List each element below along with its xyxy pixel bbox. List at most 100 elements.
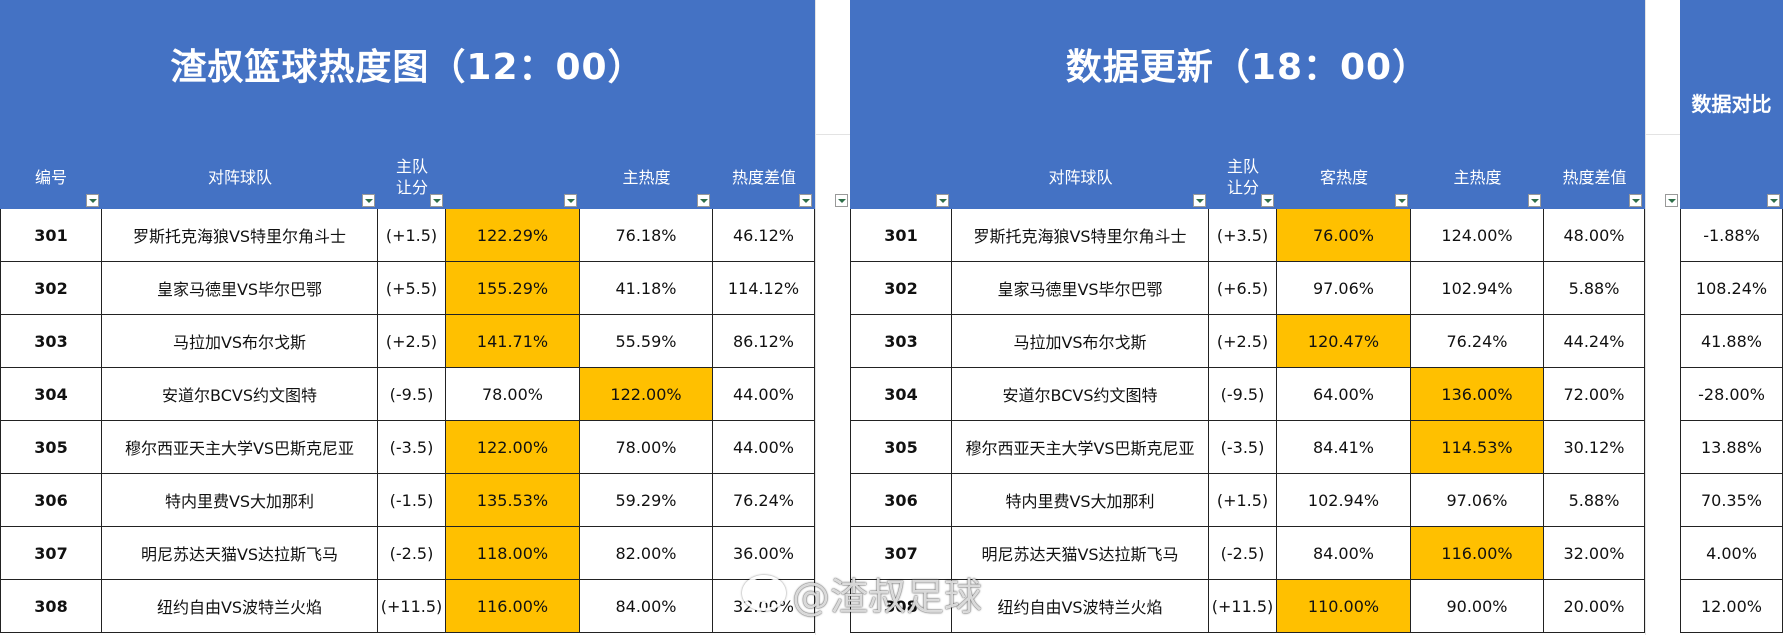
- cell-match[interactable]: 罗斯托克海狼VS特里尔角斗士: [952, 209, 1209, 262]
- header-id[interactable]: [850, 145, 952, 209]
- header-away-heat[interactable]: 客热度: [1277, 145, 1411, 209]
- cell-id[interactable]: 302: [850, 262, 952, 315]
- cell-match[interactable]: 特内里费VS大加那利: [952, 474, 1209, 527]
- cell-match[interactable]: 纽约自由VS波特兰火焰: [952, 580, 1209, 633]
- cell-id[interactable]: 306: [0, 474, 102, 527]
- cell-handicap[interactable]: (+11.5): [378, 580, 446, 633]
- cell-handicap[interactable]: (+5.5): [378, 262, 446, 315]
- cell-handicap[interactable]: (-3.5): [1209, 421, 1277, 474]
- header-handicap[interactable]: 主队 让分: [1209, 145, 1277, 209]
- cell-diff[interactable]: 5.88%: [1544, 474, 1645, 527]
- cell-diff[interactable]: 32.00%: [1544, 527, 1645, 580]
- cell-match[interactable]: 安道尔BCVS约文图特: [102, 368, 378, 421]
- cell-match[interactable]: 罗斯托克海狼VS特里尔角斗士: [102, 209, 378, 262]
- cell-home-heat[interactable]: 124.00%: [1411, 209, 1544, 262]
- filter-dropdown-icon[interactable]: [1261, 194, 1274, 207]
- cell-handicap[interactable]: (-2.5): [378, 527, 446, 580]
- header-handicap[interactable]: 主队 让分: [378, 145, 446, 209]
- cell-id[interactable]: 303: [850, 315, 952, 368]
- cell-home-heat[interactable]: 97.06%: [1411, 474, 1544, 527]
- cell-away-heat[interactable]: 122.00%: [446, 421, 580, 474]
- cell-id[interactable]: 306: [850, 474, 952, 527]
- filter-dropdown-icon[interactable]: [86, 194, 99, 207]
- filter-dropdown-icon[interactable]: [564, 194, 577, 207]
- cell-diff[interactable]: 44.24%: [1544, 315, 1645, 368]
- cell-match[interactable]: 马拉加VS布尔戈斯: [952, 315, 1209, 368]
- cell-match[interactable]: 明尼苏达天猫VS达拉斯飞马: [102, 527, 378, 580]
- filter-dropdown-icon[interactable]: [1528, 194, 1541, 207]
- cell-match[interactable]: 皇家马德里VS毕尔巴鄂: [952, 262, 1209, 315]
- cell-handicap[interactable]: (+1.5): [378, 209, 446, 262]
- cell-handicap[interactable]: (+2.5): [378, 315, 446, 368]
- cell-home-heat[interactable]: 59.29%: [580, 474, 713, 527]
- cell-handicap[interactable]: (-1.5): [378, 474, 446, 527]
- header-diff[interactable]: 热度差值: [713, 145, 815, 209]
- cell-away-heat[interactable]: 78.00%: [446, 368, 580, 421]
- cell-compare[interactable]: 12.00%: [1680, 580, 1783, 633]
- cell-compare[interactable]: -28.00%: [1680, 368, 1783, 421]
- cell-away-heat[interactable]: 122.29%: [446, 209, 580, 262]
- cell-home-heat[interactable]: 84.00%: [580, 580, 713, 633]
- cell-diff[interactable]: 114.12%: [713, 262, 815, 315]
- cell-home-heat[interactable]: 90.00%: [1411, 580, 1544, 633]
- cell-away-heat[interactable]: 97.06%: [1277, 262, 1411, 315]
- cell-compare[interactable]: -1.88%: [1680, 209, 1783, 262]
- header-match[interactable]: 对阵球队: [102, 145, 378, 209]
- cell-match[interactable]: 穆尔西亚天主大学VS巴斯克尼亚: [952, 421, 1209, 474]
- cell-match[interactable]: 皇家马德里VS毕尔巴鄂: [102, 262, 378, 315]
- filter-dropdown-icon[interactable]: [1629, 194, 1642, 207]
- cell-away-heat[interactable]: 120.47%: [1277, 315, 1411, 368]
- cell-handicap[interactable]: (-9.5): [1209, 368, 1277, 421]
- cell-id[interactable]: 305: [850, 421, 952, 474]
- cell-match[interactable]: 安道尔BCVS约文图特: [952, 368, 1209, 421]
- cell-home-heat[interactable]: 76.24%: [1411, 315, 1544, 368]
- cell-away-heat[interactable]: 84.00%: [1277, 527, 1411, 580]
- header-home-heat[interactable]: 主热度: [1411, 145, 1544, 209]
- cell-home-heat[interactable]: 82.00%: [580, 527, 713, 580]
- cell-diff[interactable]: 72.00%: [1544, 368, 1645, 421]
- cell-diff[interactable]: 20.00%: [1544, 580, 1645, 633]
- cell-diff[interactable]: 36.00%: [713, 527, 815, 580]
- cell-away-heat[interactable]: 84.41%: [1277, 421, 1411, 474]
- cell-diff[interactable]: 46.12%: [713, 209, 815, 262]
- cell-compare[interactable]: 13.88%: [1680, 421, 1783, 474]
- cell-id[interactable]: 308: [0, 580, 102, 633]
- header-away-heat[interactable]: [446, 145, 580, 209]
- filter-dropdown-icon[interactable]: [799, 194, 812, 207]
- cell-id[interactable]: 307: [0, 527, 102, 580]
- cell-home-heat[interactable]: 55.59%: [580, 315, 713, 368]
- cell-handicap[interactable]: (+11.5): [1209, 580, 1277, 633]
- cell-home-heat[interactable]: 102.94%: [1411, 262, 1544, 315]
- cell-compare[interactable]: 70.35%: [1680, 474, 1783, 527]
- cell-away-heat[interactable]: 116.00%: [446, 580, 580, 633]
- cell-away-heat[interactable]: 135.53%: [446, 474, 580, 527]
- cell-home-heat[interactable]: 78.00%: [580, 421, 713, 474]
- cell-home-heat[interactable]: 136.00%: [1411, 368, 1544, 421]
- filter-dropdown-icon[interactable]: [835, 194, 848, 207]
- cell-home-heat[interactable]: 76.18%: [580, 209, 713, 262]
- cell-home-heat[interactable]: 114.53%: [1411, 421, 1544, 474]
- cell-diff[interactable]: 44.00%: [713, 368, 815, 421]
- header-diff[interactable]: 热度差值: [1544, 145, 1645, 209]
- cell-diff[interactable]: 5.88%: [1544, 262, 1645, 315]
- cell-match[interactable]: 纽约自由VS波特兰火焰: [102, 580, 378, 633]
- cell-handicap[interactable]: (+3.5): [1209, 209, 1277, 262]
- cell-handicap[interactable]: (+2.5): [1209, 315, 1277, 368]
- cell-diff[interactable]: 44.00%: [713, 421, 815, 474]
- filter-dropdown-icon[interactable]: [362, 194, 375, 207]
- cell-diff[interactable]: 76.24%: [713, 474, 815, 527]
- cell-home-heat[interactable]: 116.00%: [1411, 527, 1544, 580]
- cell-handicap[interactable]: (-3.5): [378, 421, 446, 474]
- cell-id[interactable]: 304: [0, 368, 102, 421]
- cell-away-heat[interactable]: 102.94%: [1277, 474, 1411, 527]
- cell-match[interactable]: 马拉加VS布尔戈斯: [102, 315, 378, 368]
- cell-compare[interactable]: 108.24%: [1680, 262, 1783, 315]
- header-match[interactable]: 对阵球队: [952, 145, 1209, 209]
- cell-id[interactable]: 302: [0, 262, 102, 315]
- filter-dropdown-icon[interactable]: [1193, 194, 1206, 207]
- cell-id[interactable]: 301: [850, 209, 952, 262]
- cell-id[interactable]: 308: [850, 580, 952, 633]
- cell-diff[interactable]: 30.12%: [1544, 421, 1645, 474]
- cell-match[interactable]: 明尼苏达天猫VS达拉斯飞马: [952, 527, 1209, 580]
- filter-dropdown-icon[interactable]: [1665, 194, 1678, 207]
